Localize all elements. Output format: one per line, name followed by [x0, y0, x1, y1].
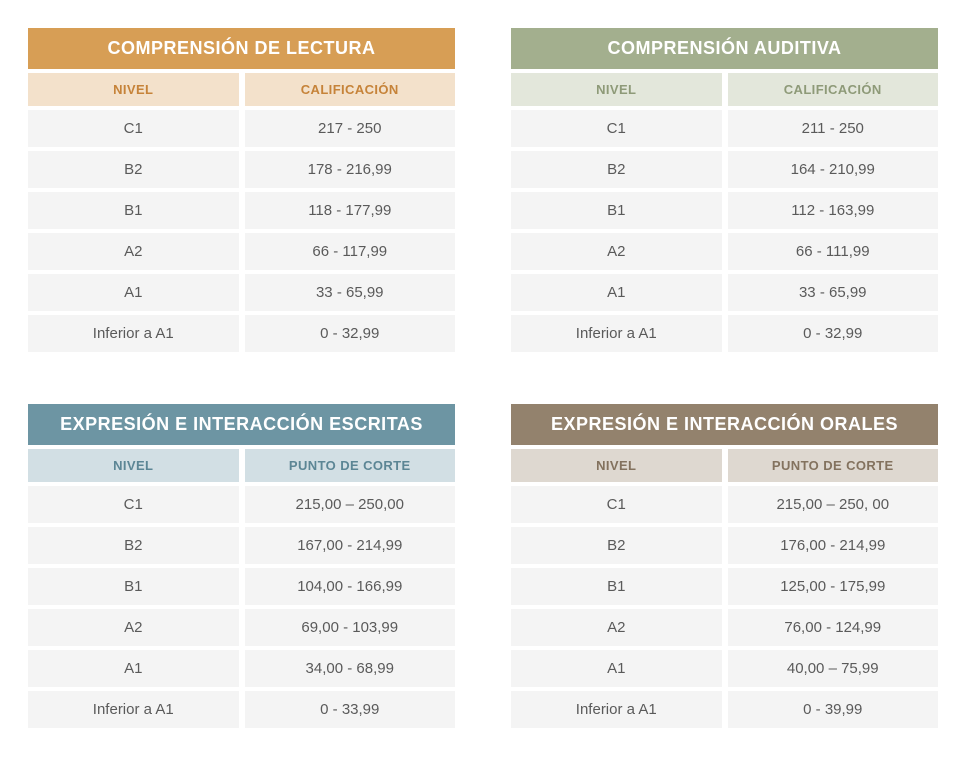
score-cell: 215,00 – 250,00	[245, 486, 456, 523]
level-cell: C1	[511, 110, 722, 147]
table-row: C1211 - 250	[511, 110, 938, 147]
score-cell: 217 - 250	[245, 110, 456, 147]
score-cell: 104,00 - 166,99	[245, 568, 456, 605]
level-cell: Inferior a A1	[28, 315, 239, 352]
table-row: A133 - 65,99	[28, 274, 455, 311]
level-cell: A1	[28, 274, 239, 311]
score-cell: 40,00 – 75,99	[728, 650, 939, 687]
score-cell: 0 - 33,99	[245, 691, 456, 728]
score-cell: 66 - 117,99	[245, 233, 456, 270]
score-cell: 125,00 - 175,99	[728, 568, 939, 605]
table-row: B1125,00 - 175,99	[511, 568, 938, 605]
column-headers: NIVELPUNTO DE CORTE	[511, 449, 938, 482]
level-cell: A1	[511, 650, 722, 687]
level-cell: C1	[511, 486, 722, 523]
score-cell: 69,00 - 103,99	[245, 609, 456, 646]
table-row: A276,00 - 124,99	[511, 609, 938, 646]
level-cell: B1	[511, 192, 722, 229]
table-row: A140,00 – 75,99	[511, 650, 938, 687]
column-headers: NIVELPUNTO DE CORTE	[28, 449, 455, 482]
score-cell: 164 - 210,99	[728, 151, 939, 188]
panel-escritas: EXPRESIÓN E INTERACCIÓN ESCRITAS NIVELPUN…	[28, 404, 455, 732]
table-row: B2167,00 - 214,99	[28, 527, 455, 564]
score-cell: 76,00 - 124,99	[728, 609, 939, 646]
table-row: B1112 - 163,99	[511, 192, 938, 229]
table-rows: C1215,00 – 250, 00B2176,00 - 214,99B1125…	[511, 486, 938, 728]
panel-auditiva: COMPRENSIÓN AUDITIVANIVELCALIFICACIÓNC12…	[511, 28, 938, 356]
panel-title: EXPRESIÓN E INTERACCIÓN ORALES	[511, 404, 938, 445]
level-cell: C1	[28, 110, 239, 147]
table-row: B2178 - 216,99	[28, 151, 455, 188]
panel-title: EXPRESIÓN E INTERACCIÓN ESCRITAS	[28, 404, 455, 445]
score-cell: 0 - 32,99	[728, 315, 939, 352]
table-row: C1217 - 250	[28, 110, 455, 147]
table-row: C1215,00 – 250,00	[28, 486, 455, 523]
column-header: NIVEL	[28, 449, 239, 482]
level-cell: B2	[511, 527, 722, 564]
column-header: CALIFICACIÓN	[728, 73, 939, 106]
column-header: CALIFICACIÓN	[245, 73, 456, 106]
score-cell: 34,00 - 68,99	[245, 650, 456, 687]
level-cell: C1	[28, 486, 239, 523]
score-cell: 215,00 – 250, 00	[728, 486, 939, 523]
panel-title: COMPRENSIÓN DE LECTURA	[28, 28, 455, 69]
column-headers: NIVELCALIFICACIÓN	[511, 73, 938, 106]
table-row: Inferior a A10 - 33,99	[28, 691, 455, 728]
level-cell: A1	[28, 650, 239, 687]
table-row: A266 - 111,99	[511, 233, 938, 270]
level-cell: Inferior a A1	[511, 691, 722, 728]
level-cell: A2	[511, 609, 722, 646]
score-cell: 178 - 216,99	[245, 151, 456, 188]
level-cell: B1	[511, 568, 722, 605]
column-header: NIVEL	[28, 73, 239, 106]
panels-grid: COMPRENSIÓN DE LECTURANIVELCALIFICACIÓNC…	[28, 28, 938, 732]
score-cell: 118 - 177,99	[245, 192, 456, 229]
table-row: B2176,00 - 214,99	[511, 527, 938, 564]
column-header: PUNTO DE CORTE	[245, 449, 456, 482]
table-row: A134,00 - 68,99	[28, 650, 455, 687]
level-cell: Inferior a A1	[28, 691, 239, 728]
level-cell: B1	[28, 568, 239, 605]
level-cell: B1	[28, 192, 239, 229]
level-cell: A2	[511, 233, 722, 270]
score-cell: 211 - 250	[728, 110, 939, 147]
level-cell: B2	[28, 527, 239, 564]
score-cell: 176,00 - 214,99	[728, 527, 939, 564]
table-rows: C1215,00 – 250,00B2167,00 - 214,99B1104,…	[28, 486, 455, 728]
table-row: A269,00 - 103,99	[28, 609, 455, 646]
table-row: Inferior a A10 - 32,99	[28, 315, 455, 352]
score-cell: 33 - 65,99	[245, 274, 456, 311]
panel-title: COMPRENSIÓN AUDITIVA	[511, 28, 938, 69]
table-row: Inferior a A10 - 32,99	[511, 315, 938, 352]
level-cell: A2	[28, 233, 239, 270]
level-cell: Inferior a A1	[511, 315, 722, 352]
panel-lectura: COMPRENSIÓN DE LECTURANIVELCALIFICACIÓNC…	[28, 28, 455, 356]
table-rows: C1217 - 250B2178 - 216,99B1118 - 177,99A…	[28, 110, 455, 352]
table-row: B1104,00 - 166,99	[28, 568, 455, 605]
column-header: NIVEL	[511, 73, 722, 106]
column-headers: NIVELCALIFICACIÓN	[28, 73, 455, 106]
level-cell: A1	[511, 274, 722, 311]
table-row: Inferior a A10 - 39,99	[511, 691, 938, 728]
table-row: A266 - 117,99	[28, 233, 455, 270]
score-cell: 33 - 65,99	[728, 274, 939, 311]
panel-orales: EXPRESIÓN E INTERACCIÓN ORALES NIVELPUNTO…	[511, 404, 938, 732]
table-row: B2164 - 210,99	[511, 151, 938, 188]
score-cell: 112 - 163,99	[728, 192, 939, 229]
column-header: PUNTO DE CORTE	[728, 449, 939, 482]
score-cell: 167,00 - 214,99	[245, 527, 456, 564]
score-cell: 0 - 39,99	[728, 691, 939, 728]
table-row: C1215,00 – 250, 00	[511, 486, 938, 523]
level-cell: A2	[28, 609, 239, 646]
level-cell: B2	[28, 151, 239, 188]
table-row: A133 - 65,99	[511, 274, 938, 311]
level-cell: B2	[511, 151, 722, 188]
score-cell: 0 - 32,99	[245, 315, 456, 352]
table-row: B1118 - 177,99	[28, 192, 455, 229]
table-rows: C1211 - 250B2164 - 210,99B1112 - 163,99A…	[511, 110, 938, 352]
column-header: NIVEL	[511, 449, 722, 482]
score-cell: 66 - 111,99	[728, 233, 939, 270]
